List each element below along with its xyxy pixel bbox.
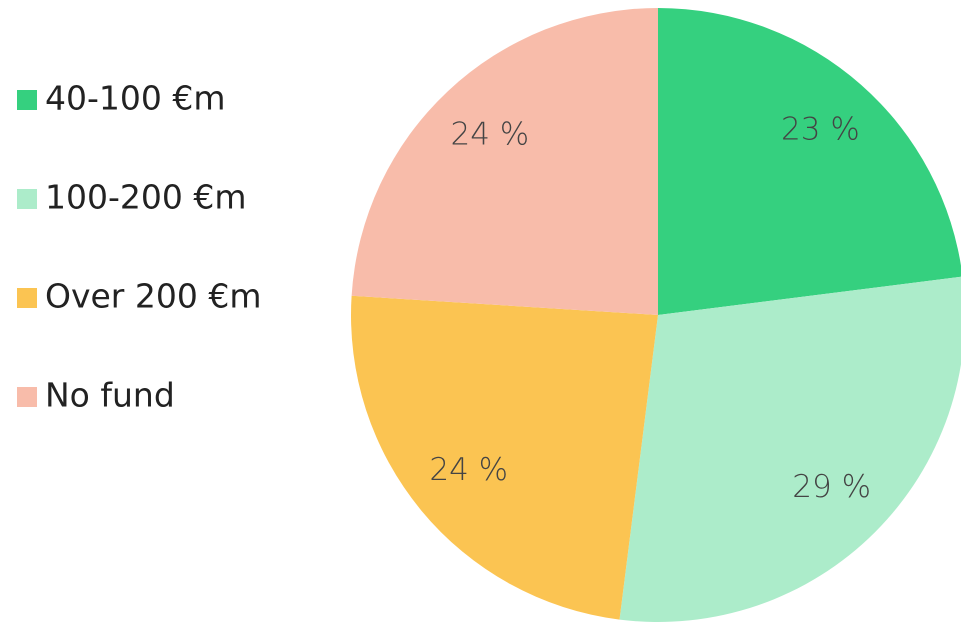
- value-label: 29 %: [792, 469, 871, 505]
- legend-swatch: [17, 387, 37, 407]
- pie-slice: [351, 295, 658, 620]
- legend-label: 40-100 €m: [45, 79, 226, 118]
- legend-swatch: [17, 90, 37, 110]
- legend-swatch: [17, 189, 37, 209]
- value-label: 23 %: [781, 111, 860, 147]
- pie-slice: [619, 276, 961, 622]
- legend-label: 100-200 €m: [45, 178, 247, 217]
- pie-slice: [658, 8, 961, 315]
- legend-label: No fund: [45, 376, 175, 415]
- pie-slice: [351, 8, 658, 315]
- legend-label: Over 200 €m: [45, 277, 261, 316]
- legend-swatch: [17, 288, 37, 308]
- value-label: 24 %: [429, 452, 508, 488]
- value-label: 24 %: [450, 116, 529, 152]
